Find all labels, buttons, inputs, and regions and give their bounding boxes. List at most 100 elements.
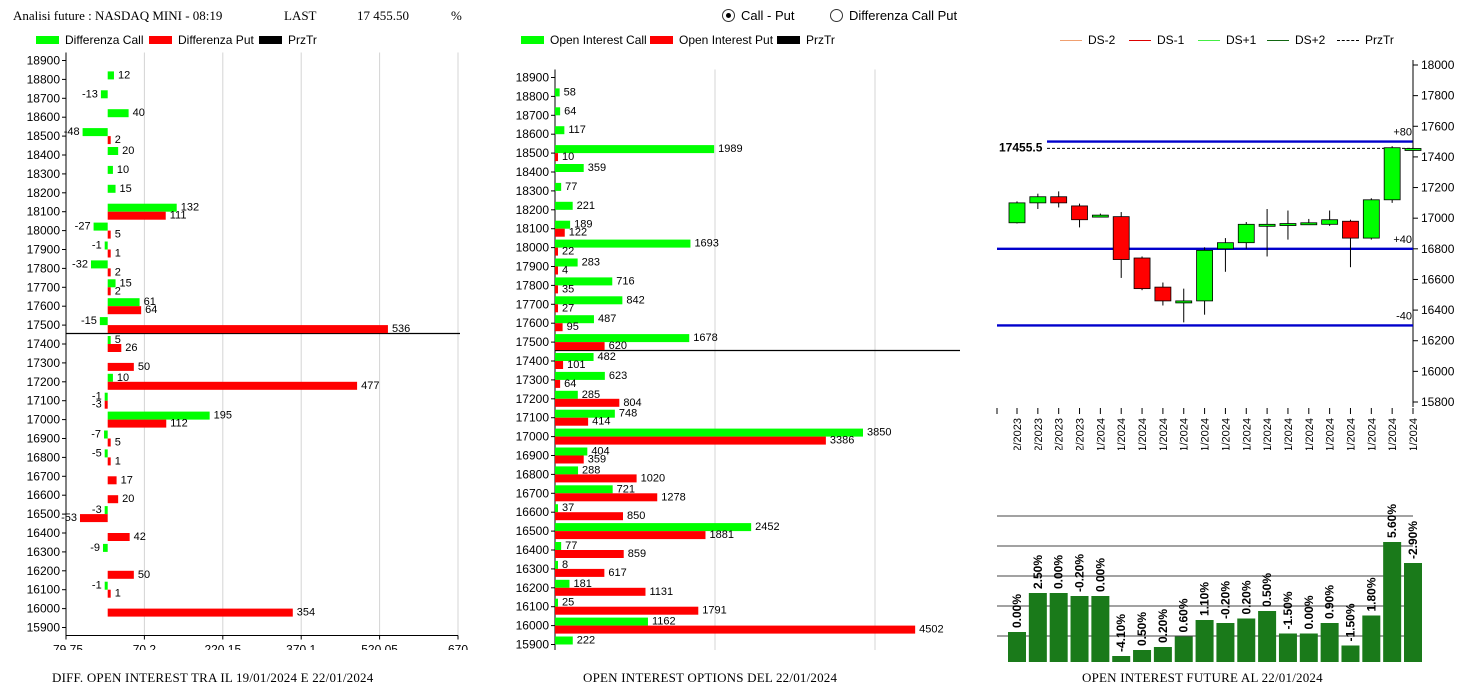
put-bar-label: 859 <box>628 548 646 560</box>
x-tick-label: 12/01/2024 <box>1283 418 1295 450</box>
call-bar <box>555 296 623 305</box>
put-bar <box>555 606 699 615</box>
call-bar-label: 58 <box>564 86 576 98</box>
call-bar-label: 623 <box>609 370 627 382</box>
call-bar <box>555 277 613 286</box>
call-bar <box>93 222 108 231</box>
call-bar-label: 10 <box>117 372 129 384</box>
last-price-box <box>997 139 1047 154</box>
call-bar-label: 15 <box>120 183 132 195</box>
y-tick-label: 17600 <box>516 316 550 330</box>
y-tick-label: 18300 <box>27 167 61 181</box>
candle-down <box>1342 220 1359 239</box>
put-bar <box>107 589 111 598</box>
call-bar-label: 20 <box>122 145 134 157</box>
y-tick-label: 18800 <box>27 72 61 86</box>
call-bar <box>107 336 111 344</box>
call-bar-label: 404 <box>591 446 609 458</box>
put-bar <box>107 249 111 258</box>
legend-line <box>1198 39 1220 41</box>
y-tick-label: 17200 <box>27 375 61 389</box>
y-tick-label: 17500 <box>27 318 61 332</box>
put-bar <box>555 625 916 634</box>
panel1-caption: DIFF. OPEN INTEREST TRA IL 19/01/2024 E … <box>52 670 374 685</box>
call-bar-label: 40 <box>133 107 145 119</box>
candle-up <box>1008 202 1026 224</box>
call-bar-label: 15 <box>120 277 132 289</box>
call-bar <box>555 523 752 532</box>
oi-bar <box>1404 563 1422 662</box>
y-tick-label: 16000 <box>1421 364 1455 378</box>
candle-down <box>1133 257 1151 290</box>
oi-bar <box>1174 636 1193 662</box>
legend-label: PrzTr <box>806 33 835 47</box>
radio-unchecked-icon <box>830 9 843 22</box>
put-bar <box>107 476 117 485</box>
put-bar-label: 4 <box>562 265 568 277</box>
put-bar <box>107 325 388 334</box>
call-bar-label: 117 <box>568 124 586 136</box>
y-tick-label: 16300 <box>27 545 61 559</box>
y-tick-label: 16200 <box>27 564 61 578</box>
oi-bar-label: 0.00% <box>1052 555 1066 589</box>
put-bar-label: 804 <box>623 397 641 409</box>
y-tick-label: 17000 <box>27 413 61 427</box>
oi-bar <box>1278 633 1297 662</box>
call-bar <box>107 373 113 382</box>
call-bar <box>104 430 108 439</box>
x-tick-label: 04/01/2024 <box>1158 418 1170 450</box>
candle-up <box>1321 219 1339 225</box>
call-bar-label: 12 <box>118 69 130 81</box>
radio-diff-call-put[interactable]: Differenza Call Put <box>830 8 957 23</box>
legend-label: Differenza Call <box>65 33 144 47</box>
legend-ds-plus2: DS+2 <box>1267 33 1325 47</box>
call-bar-label: 5 <box>115 334 121 346</box>
candle-up <box>1300 222 1318 226</box>
call-bar <box>555 542 562 550</box>
call-bar-label: 8 <box>562 559 568 571</box>
y-tick-label: 18300 <box>516 184 550 198</box>
y-tick-label: 17900 <box>516 260 550 274</box>
put-bar-label: 17 <box>121 474 133 486</box>
x-tick-label: 19/01/2024 <box>1387 418 1399 450</box>
put-bar <box>107 608 293 617</box>
oi-bar <box>1070 596 1089 662</box>
y-tick-label: 16500 <box>516 524 550 538</box>
x-tick-label: 17/01/2024 <box>1345 418 1357 450</box>
legend-label: Differenza Put <box>178 33 254 47</box>
put-bar-label: 26 <box>125 342 137 354</box>
x-tick-label: 18/01/2024 <box>1366 418 1378 450</box>
panel3-caption: OPEN INTEREST FUTURE AL 22/01/2024 <box>1082 670 1323 685</box>
y-tick-label: 18000 <box>27 224 61 238</box>
call-bar-label: -5 <box>92 447 102 459</box>
put-bar-label: 617 <box>608 567 626 579</box>
x-tick-label: 03/01/2024 <box>1137 418 1149 450</box>
call-bar <box>555 428 863 437</box>
y-tick-label: 17200 <box>1421 181 1455 195</box>
call-bar-label: 1989 <box>718 143 742 155</box>
y-tick-label: 18400 <box>516 165 550 179</box>
candle-up <box>1175 300 1193 304</box>
y-tick-label: 17800 <box>1421 89 1455 103</box>
y-tick-label: 16400 <box>516 543 550 557</box>
put-bar-label: 354 <box>297 607 315 619</box>
put-bar-label: 10 <box>562 151 574 163</box>
candle-up <box>1383 147 1401 201</box>
radio-call-put[interactable]: Call - Put <box>722 8 794 23</box>
put-bar <box>555 153 558 162</box>
put-bar-label: 1278 <box>661 491 685 503</box>
call-bar-label: 1162 <box>652 616 676 628</box>
call-bar-label: -27 <box>75 221 91 233</box>
candle-up <box>1404 148 1422 151</box>
future-open-interest-chart: 0.00% 2.50% 0.00% -0.20% 0.00% -4.10% 0.50% 0.2… <box>997 504 1422 662</box>
oi-bar <box>1362 615 1381 662</box>
call-bar <box>555 182 562 191</box>
put-bar-label: 22 <box>562 246 574 258</box>
call-bar <box>104 581 108 590</box>
oi-bar-label: 0.20% <box>1156 609 1170 643</box>
y-tick-label: 18500 <box>27 129 61 143</box>
call-bar <box>102 543 108 552</box>
call-bar <box>100 90 108 99</box>
candle-up <box>1279 223 1297 226</box>
x-tick-label: 70.2 <box>133 643 157 651</box>
